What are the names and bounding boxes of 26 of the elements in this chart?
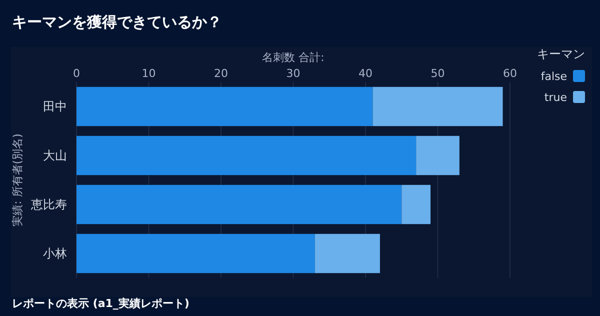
legend-title: キーマン [537,47,585,61]
legend-label: true [544,91,568,104]
x-tick-label: 20 [214,67,228,80]
bar [402,184,431,224]
x-tick-label: 50 [430,67,445,80]
bar [314,234,380,274]
bar [76,234,315,274]
x-tick-label: 10 [142,67,156,80]
bar [372,86,503,126]
y-tick-label: 大山 [43,148,67,162]
bar [76,184,402,224]
x-tick-label: 0 [73,67,80,80]
x-tick-label: 60 [503,67,517,80]
bar [416,136,460,176]
legend-label: false [540,70,568,83]
bar [76,86,373,126]
y-tick-label: 恵比寿 [30,198,67,212]
x-tick-label: 30 [286,67,300,80]
chart-title: キーマンを獲得できているか？ [12,13,222,31]
text: レポートの表示 (a1_実績レポート) [12,297,190,310]
y-axis-title: 実績: 所有者(別名) [11,134,24,226]
y-tick-label: 小林 [43,246,67,260]
x-axis-title: 名刺数 合計: [262,51,324,64]
x-tick-label: 40 [358,67,372,80]
bar [76,136,416,176]
y-tick-label: 田中 [43,100,67,114]
